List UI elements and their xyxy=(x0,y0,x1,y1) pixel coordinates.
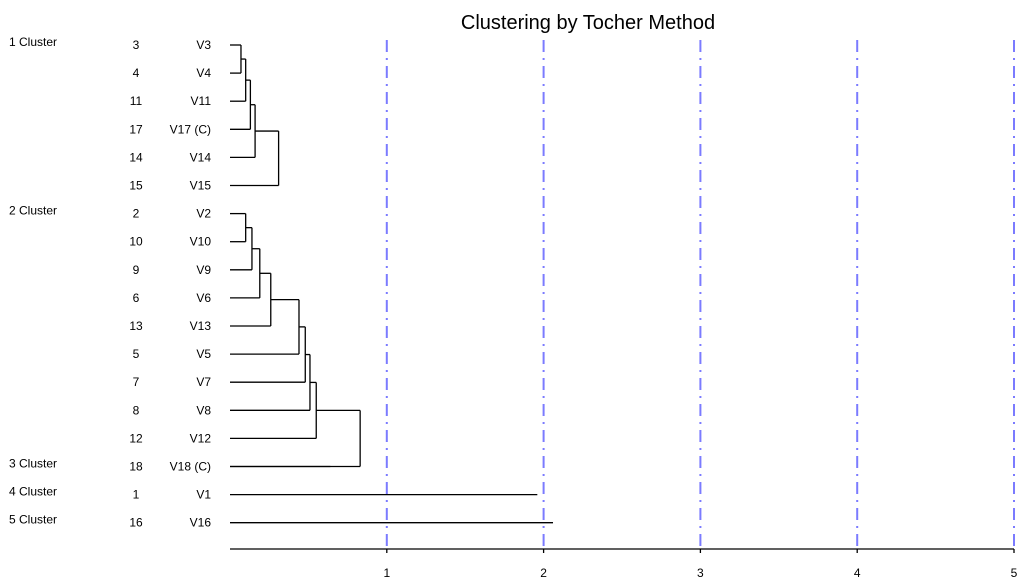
leaf-number: 12 xyxy=(129,431,143,445)
leaf-label: V6 xyxy=(196,291,211,305)
leaf-label: V12 xyxy=(190,431,212,445)
leaf-number: 6 xyxy=(133,291,140,305)
cluster-label: 2 Cluster xyxy=(9,204,57,218)
x-tick-label: 1 xyxy=(383,566,390,580)
leaf-number: 2 xyxy=(133,207,140,221)
x-tick-label: 3 xyxy=(697,566,704,580)
leaf-label: V7 xyxy=(196,375,211,389)
leaf-number: 13 xyxy=(129,319,143,333)
leaf-label: V9 xyxy=(196,263,211,277)
cluster-label: 1 Cluster xyxy=(9,35,57,49)
leaf-label: V16 xyxy=(190,516,212,530)
leaf-number: 11 xyxy=(130,94,143,108)
leaf-label: V17 (C) xyxy=(170,122,211,136)
leaf-number: 18 xyxy=(129,460,143,474)
cluster-label: 3 Cluster xyxy=(9,457,57,471)
leaf-label: V15 xyxy=(190,179,212,193)
leaf-label: V5 xyxy=(196,347,211,361)
leaf-label: V8 xyxy=(196,403,211,417)
leaf-label: V18 (C) xyxy=(170,460,211,474)
leaf-number: 16 xyxy=(129,516,143,530)
leaf-number: 7 xyxy=(133,375,140,389)
leaf-number: 9 xyxy=(133,263,140,277)
leaf-label: V11 xyxy=(191,94,212,108)
leaf-number: 1 xyxy=(133,488,140,502)
x-tick-label: 4 xyxy=(854,566,861,580)
leaf-label: V13 xyxy=(190,319,212,333)
x-tick-label: 2 xyxy=(540,566,547,580)
leaf-number: 10 xyxy=(129,235,143,249)
leaf-label: V10 xyxy=(190,235,212,249)
leaf-label: V1 xyxy=(196,488,211,502)
leaf-number: 3 xyxy=(133,38,140,52)
leaf-label: V2 xyxy=(196,207,211,221)
cluster-label: 4 Cluster xyxy=(9,485,57,499)
leaf-number: 15 xyxy=(129,179,143,193)
leaf-number: 8 xyxy=(133,403,140,417)
leaf-number: 5 xyxy=(133,347,140,361)
cluster-label: 5 Cluster xyxy=(9,513,57,527)
x-tick-label: 5 xyxy=(1011,566,1018,580)
leaf-label: V4 xyxy=(196,66,211,80)
leaf-label: V14 xyxy=(190,150,212,164)
leaf-label: V3 xyxy=(196,38,211,52)
leaf-number: 14 xyxy=(129,150,143,164)
chart-title: Clustering by Tocher Method xyxy=(461,12,715,34)
leaf-number: 4 xyxy=(133,66,140,80)
leaf-number: 17 xyxy=(129,122,143,136)
